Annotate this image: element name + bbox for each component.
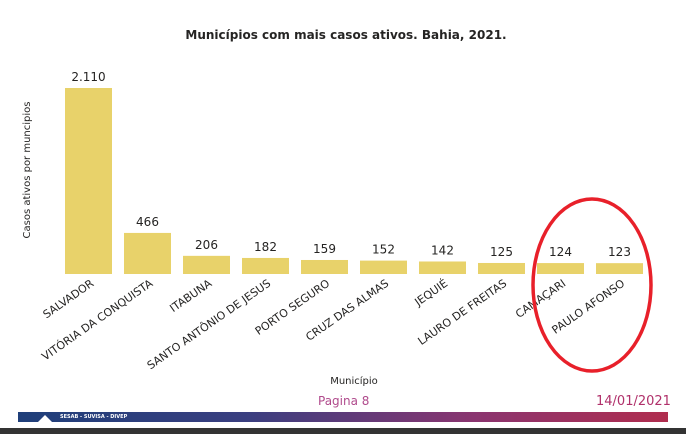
bar (596, 263, 643, 274)
chart-title: Municípios com mais casos ativos. Bahia,… (185, 28, 506, 42)
data-label: 123 (608, 245, 631, 259)
bar (301, 259, 348, 274)
bar (360, 260, 407, 274)
window-bottom-edge (0, 428, 686, 434)
data-label: 124 (549, 245, 572, 259)
category-label: SALVADOR (41, 277, 97, 322)
x-axis-label: Município (330, 375, 378, 387)
data-label: 466 (136, 215, 159, 229)
bar (478, 262, 525, 274)
data-label: 152 (372, 243, 395, 257)
data-label: 2.110 (71, 70, 105, 84)
bar (124, 232, 171, 274)
data-label: 182 (254, 240, 277, 254)
bar (183, 255, 230, 274)
logo-triangle-icon (38, 415, 52, 422)
bar (242, 257, 289, 274)
data-label: 159 (313, 242, 336, 256)
bar (419, 261, 466, 274)
category-label: JEQUIÉ (412, 277, 451, 310)
y-axis-label: Casos ativos por muncipios (22, 102, 33, 239)
data-label: 206 (195, 238, 218, 252)
category-label: ITABUNA (167, 277, 214, 315)
report-date: 14/01/2021 (596, 394, 671, 409)
data-label: 142 (431, 243, 454, 257)
page-number: Pagina 8 (318, 394, 370, 408)
category-label: CAMAÇARI (513, 277, 568, 321)
band-text: SESAB - SUVISA - DIVEP (60, 414, 128, 420)
bar (537, 263, 584, 274)
data-label: 125 (490, 245, 513, 259)
bar (65, 88, 112, 274)
category-label: VITÓRIA DA CONQUISTA (39, 277, 155, 364)
footer-band: SESAB - SUVISA - DIVEP (18, 412, 668, 422)
highlight-ellipse (531, 197, 653, 373)
